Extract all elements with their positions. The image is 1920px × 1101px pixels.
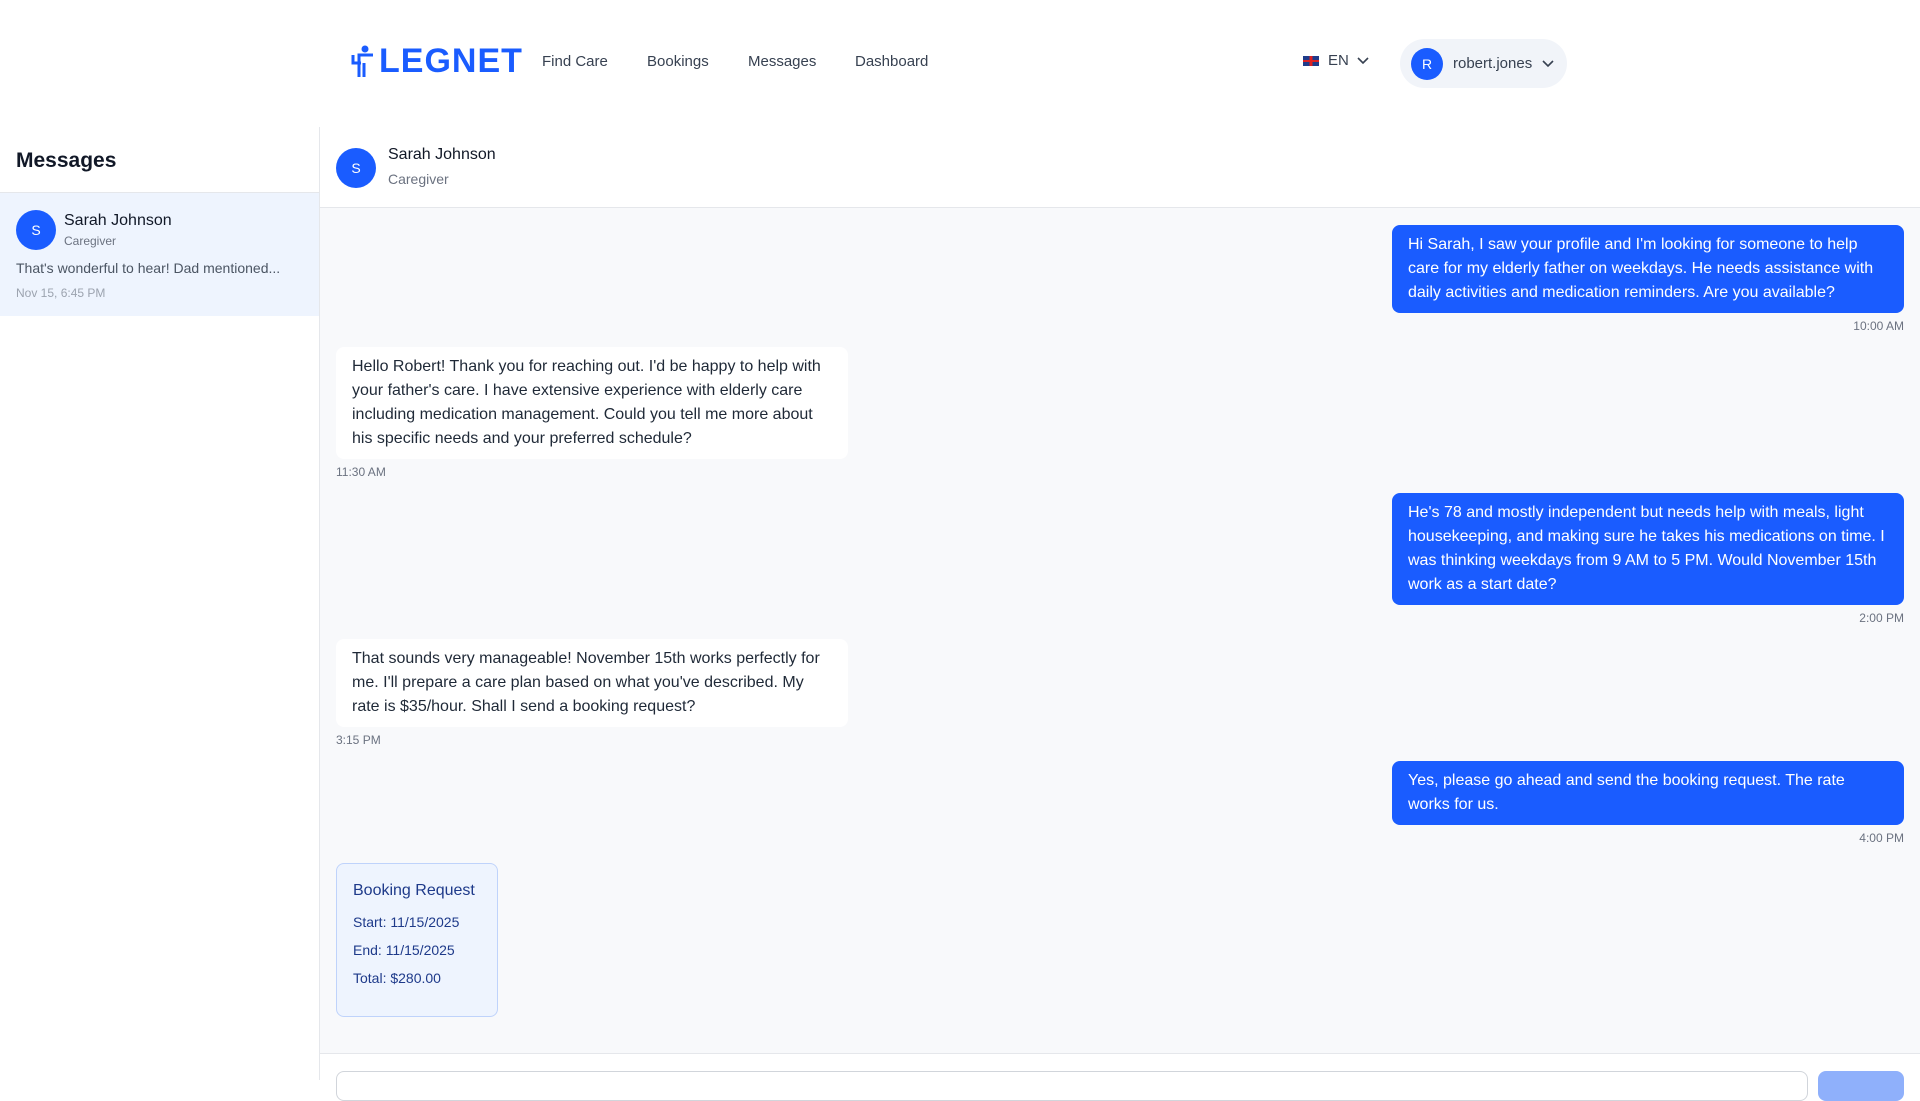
- message-input[interactable]: [336, 1071, 1808, 1101]
- message-bubble: Hello Robert! Thank you for reaching out…: [336, 347, 848, 459]
- message-time: 11:30 AM: [336, 465, 386, 479]
- top-navbar: LEGNET Find Care Bookings Messages Dashb…: [0, 0, 1920, 127]
- chevron-down-icon: [1542, 59, 1554, 67]
- message-composer: [320, 1053, 1920, 1101]
- language-code: EN: [1328, 52, 1349, 69]
- message-preview: That's wonderful to hear! Dad mentioned.…: [16, 260, 281, 276]
- booking-total: Total: $280.00: [353, 970, 441, 986]
- sidebar-title: Messages: [16, 149, 117, 172]
- contact-role: Caregiver: [388, 171, 449, 187]
- booking-end: End: 11/15/2025: [353, 942, 455, 958]
- language-selector[interactable]: EN: [1302, 52, 1369, 69]
- conversation-time: Nov 15, 6:45 PM: [16, 286, 106, 300]
- sent-message: Yes, please go ahead and send the bookin…: [336, 761, 1904, 845]
- send-button[interactable]: [1818, 1071, 1904, 1101]
- message-time: 2:00 PM: [1859, 611, 1904, 625]
- nav-messages[interactable]: Messages: [748, 53, 817, 70]
- nav-dashboard[interactable]: Dashboard: [855, 53, 929, 70]
- avatar: S: [16, 210, 56, 250]
- booking-start: Start: 11/15/2025: [353, 914, 460, 930]
- message-bubble: He's 78 and mostly independent but needs…: [1392, 493, 1904, 605]
- contact-name: Sarah Johnson: [64, 212, 172, 229]
- logo[interactable]: LEGNET: [351, 42, 523, 81]
- chevron-down-icon: [1357, 56, 1369, 64]
- username: robert.jones: [1453, 55, 1533, 72]
- conversation-item[interactable]: S Sarah Johnson Caregiver That's wonderf…: [0, 192, 319, 316]
- message-time: 10:00 AM: [1853, 319, 1904, 333]
- caregiver-logo-icon: [351, 45, 373, 77]
- sent-message: Hi Sarah, I saw your profile and I'm loo…: [336, 225, 1904, 333]
- brand-name: LEGNET: [379, 42, 523, 80]
- message-bubble: Yes, please go ahead and send the bookin…: [1392, 761, 1904, 825]
- contact-role: Caregiver: [64, 234, 117, 248]
- message-list[interactable]: Hi Sarah, I saw your profile and I'm loo…: [320, 208, 1920, 1053]
- avatar: R: [1411, 47, 1443, 80]
- avatar: S: [336, 148, 376, 188]
- nav-find-care[interactable]: Find Care: [542, 53, 608, 70]
- chat-header: S Sarah Johnson Caregiver: [320, 127, 1920, 208]
- booking-title: Booking Request: [353, 882, 475, 899]
- user-menu[interactable]: R robert.jones: [1400, 39, 1567, 88]
- chat-panel: S Sarah Johnson Caregiver Hi Sarah, I sa…: [320, 127, 1920, 1101]
- booking-request-card[interactable]: Booking Request Start: 11/15/2025 End: 1…: [336, 863, 498, 1017]
- received-message: That sounds very manageable! November 15…: [336, 639, 1904, 747]
- received-message: Hello Robert! Thank you for reaching out…: [336, 347, 1904, 479]
- nav-bookings[interactable]: Bookings: [647, 53, 709, 70]
- message-bubble: Hi Sarah, I saw your profile and I'm loo…: [1392, 225, 1904, 313]
- contact-name: Sarah Johnson: [388, 146, 496, 163]
- uk-flag-icon: [1302, 54, 1320, 67]
- message-bubble: That sounds very manageable! November 15…: [336, 639, 848, 727]
- sent-message: He's 78 and mostly independent but needs…: [336, 493, 1904, 625]
- message-time: 3:15 PM: [336, 733, 381, 747]
- message-time: 4:00 PM: [1859, 831, 1904, 845]
- conversation-sidebar: Messages S Sarah Johnson Caregiver That'…: [0, 127, 320, 1080]
